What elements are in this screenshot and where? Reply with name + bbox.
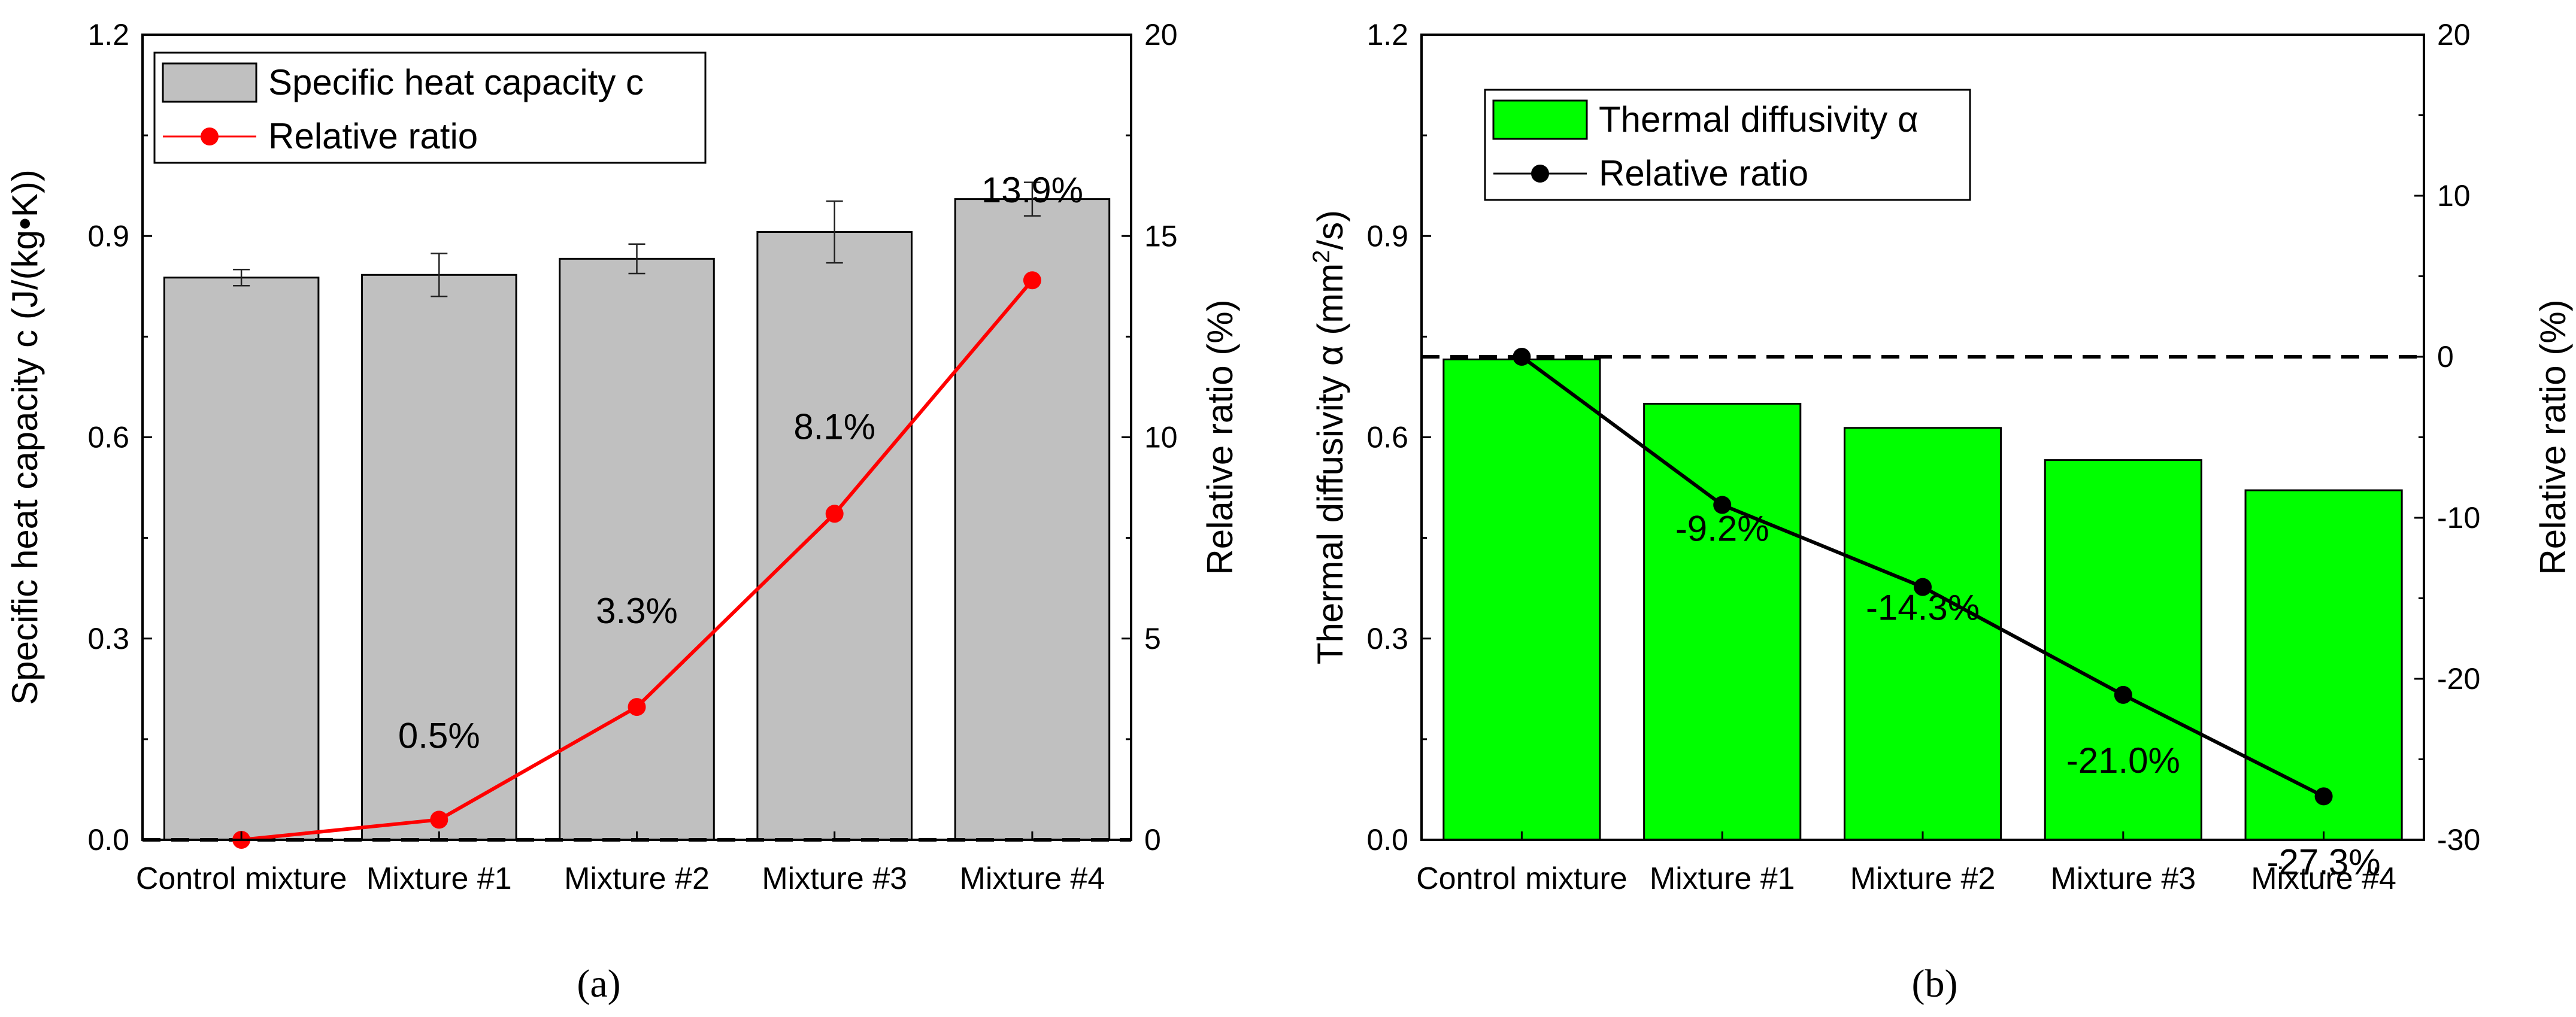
relative-ratio-point-0 <box>1513 348 1531 366</box>
right-tick-label-3: 0 <box>2437 340 2454 374</box>
panel-b-chart: -9.2% -14.3% -21.0% -27.3% 0.0 0.3 0.6 0.9 1.2 -3… <box>1308 18 2573 896</box>
right-tick-label-1: -20 <box>2437 662 2480 696</box>
data-label-2: 3.3% <box>596 591 678 631</box>
bar-1 <box>1643 402 1802 841</box>
right-tick-label-2: 10 <box>1144 421 1178 454</box>
right-tick-label-0: -30 <box>2437 823 2480 857</box>
right-axis-title: Relative ratio (%) <box>2533 299 2573 575</box>
bar-0 <box>163 277 320 841</box>
left-tick-label-2: 0.6 <box>1366 421 1408 454</box>
right-tick-label-2: -10 <box>2437 501 2480 535</box>
x-tick-label-0: Control mixture <box>1416 861 1628 896</box>
right-axis-title: Relative ratio (%) <box>1200 299 1240 575</box>
bar-0 <box>1442 358 1601 841</box>
bar-2 <box>559 257 715 841</box>
relative-ratio-point-3 <box>2114 685 2132 704</box>
left-axis-title-superscript: 2 <box>1308 250 1335 263</box>
x-tick-label-4: Mixture #4 <box>2251 861 2396 896</box>
data-label-3: -21.0% <box>2066 740 2180 781</box>
x-tick-label-1: Mixture #1 <box>1650 861 1795 896</box>
left-tick-label-3: 0.9 <box>1366 219 1408 253</box>
relative-ratio-point-4 <box>1023 271 1041 290</box>
legend-line-label: Relative ratio <box>268 116 478 156</box>
data-label-3: 8.1% <box>793 406 875 447</box>
left-axis-title-end: /s) <box>1310 210 1350 250</box>
bar-4 <box>954 198 1111 841</box>
data-label-1: 0.5% <box>398 715 480 755</box>
left-tick-label-4: 1.2 <box>87 18 129 51</box>
left-tick-label-0: 0.0 <box>1366 823 1408 857</box>
panel-a-chart: 0.5% 3.3% 8.1% 13.9% 0.0 0.3 0.6 0.9 1.2 0 5 10 15 20… <box>5 18 1240 896</box>
legend-bar-label: Specific heat capacity c <box>268 62 644 102</box>
left-axis-title-main: Thermal diffusivity α (mm <box>1310 263 1350 664</box>
data-label-1: -9.2% <box>1675 508 1769 548</box>
x-tick-label-2: Mixture #2 <box>1850 861 1996 896</box>
bar-1 <box>361 274 517 841</box>
x-tick-label-3: Mixture #3 <box>2050 861 2196 896</box>
left-axis-title: Specific heat capacity c (J/(kg•K)) <box>5 169 45 705</box>
x-tick-label-3: Mixture #3 <box>762 861 907 896</box>
legend-bar-label: Thermal diffusivity α <box>1599 99 1919 139</box>
left-tick-label-1: 0.3 <box>87 622 129 655</box>
relative-ratio-point-4 <box>2314 787 2333 806</box>
right-tick-label-3: 15 <box>1144 219 1178 253</box>
bar-2 <box>1843 427 2002 841</box>
x-tick-label-0: Control mixture <box>136 861 347 896</box>
data-label-4: 13.9% <box>981 170 1083 210</box>
left-tick-label-1: 0.3 <box>1366 622 1408 655</box>
data-label-2: -14.3% <box>1866 588 1980 628</box>
legend-line-label: Relative ratio <box>1599 153 1808 193</box>
right-tick-label-4: 20 <box>1144 18 1178 51</box>
legend-bar-swatch <box>1492 99 1588 140</box>
right-tick-label-0: 0 <box>1144 823 1161 857</box>
right-tick-label-1: 5 <box>1144 622 1161 655</box>
left-tick-label-4: 1.2 <box>1366 18 1408 51</box>
left-axis-title: Thermal diffusivity α (mm2/s) <box>1308 210 1350 664</box>
bar-4 <box>2244 489 2403 841</box>
x-tick-label-4: Mixture #4 <box>960 861 1105 896</box>
relative-ratio-point-1 <box>430 810 448 829</box>
relative-ratio-point-1 <box>1713 496 1732 514</box>
x-tick-label-2: Mixture #2 <box>564 861 710 896</box>
left-tick-label-3: 0.9 <box>87 219 129 253</box>
relative-ratio-point-2 <box>628 698 646 717</box>
relative-ratio-point-2 <box>1914 578 1932 596</box>
relative-ratio-point-3 <box>825 505 844 523</box>
right-tick-label-4: 10 <box>2437 179 2471 212</box>
legend-bar-swatch <box>162 62 257 103</box>
bar-3 <box>2044 459 2202 841</box>
x-tick-label-1: Mixture #1 <box>366 861 512 896</box>
legend-line-marker <box>201 127 219 145</box>
left-tick-label-0: 0.0 <box>87 823 129 857</box>
panel-b-label: (b) <box>1912 962 1958 1006</box>
right-tick-label-5: 20 <box>2437 18 2471 51</box>
left-tick-label-2: 0.6 <box>87 421 129 454</box>
legend-line-marker <box>1531 165 1549 183</box>
panel-a-label: (a) <box>577 962 620 1006</box>
bar-3 <box>756 231 913 841</box>
data-label-4: -27.3% <box>2267 842 2381 882</box>
